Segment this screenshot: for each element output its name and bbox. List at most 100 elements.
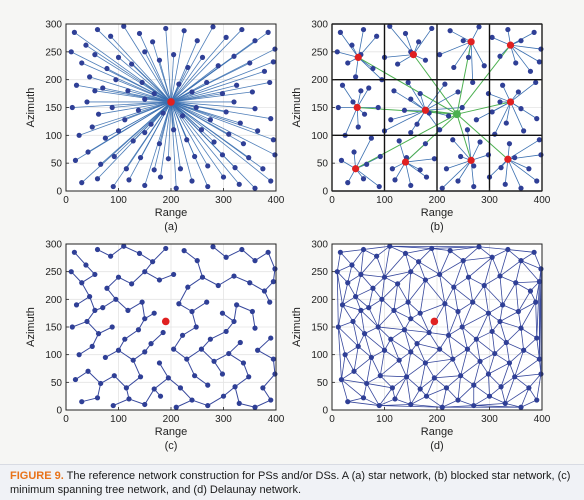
network-edge [390,329,405,340]
network-edge [76,84,172,103]
network-edge [342,304,361,311]
data-point [100,85,106,91]
data-point [252,106,258,112]
data-point [72,376,79,383]
network-edge [356,87,370,108]
network-edge [488,304,503,314]
network-edge [429,332,449,336]
network-edge [81,62,172,103]
data-point [366,305,372,311]
network-edge [476,331,493,340]
data-point [527,68,534,74]
data-point [451,64,457,71]
network-edge [170,57,203,103]
data-point [497,318,503,325]
data-point [518,258,524,264]
network-edge [535,302,538,339]
data-point [156,57,163,63]
network-edge [341,379,364,399]
network-edge [425,358,453,364]
network-edge [355,168,380,187]
reference-point [167,98,175,106]
data-point [179,332,186,338]
data-point [71,249,77,255]
network-edge [491,331,507,343]
network-edge [355,137,372,169]
data-point [234,82,240,88]
data-point [189,397,195,403]
network-edge [170,101,224,178]
data-point [240,141,247,147]
network-edge [488,353,496,375]
network-edge [384,246,391,278]
caption-text: The reference network construction for P… [10,470,571,496]
network-edge [397,283,409,303]
data-point [113,77,119,83]
data-point [123,166,129,172]
x-tick-label: 200 [429,195,446,206]
data-point [351,368,357,374]
network-edge [473,402,506,406]
network-edge [127,90,172,103]
data-point [417,90,423,97]
y-tick-label: 50 [51,159,63,170]
data-point [150,259,156,265]
network-edge [372,276,385,289]
data-point [125,307,131,313]
data-point [177,166,184,172]
caption-label: FIGURE 9. [10,470,64,482]
network-edge [517,311,522,329]
data-point [265,29,271,35]
reference-link [456,113,509,160]
network-edge [351,249,364,266]
y-tick-label: 300 [311,240,328,251]
data-point [387,23,393,29]
network-edge [499,249,509,277]
network-edge [87,370,101,384]
data-point [374,33,380,39]
network-edge [473,395,490,406]
data-point [361,111,368,117]
data-point [150,39,156,45]
data-point [512,374,518,380]
network-edge [113,375,127,389]
network-edge [416,343,440,350]
y-tick-label: 250 [311,47,328,58]
network-edge [170,101,276,156]
network-edge [419,312,430,333]
network-edge [92,101,172,128]
network-edge [448,334,468,350]
data-point [470,79,476,86]
network-edge [428,303,446,333]
network-edge [535,281,540,303]
reference-link [355,113,458,170]
network-edge [476,312,489,340]
data-point [261,288,268,294]
y-tick-label: 200 [45,75,62,86]
network-edge [453,260,464,288]
network-edge [416,332,430,344]
data-point [226,350,232,357]
data-point [408,129,414,136]
data-point [205,183,211,190]
data-point [489,109,495,115]
data-point [534,397,540,403]
network-edge [337,326,346,355]
data-point [534,116,540,122]
reference-link [425,109,458,115]
network-edge [160,101,172,178]
network-edge [213,353,229,362]
data-point [135,107,142,113]
data-point [402,30,409,37]
network-edge [352,321,365,334]
network-edge [504,376,516,404]
data-point [515,89,521,95]
y-tick-label: 50 [317,159,329,170]
network-edge [380,375,407,378]
data-point [486,393,493,399]
network-edge [499,275,516,284]
data-point [471,163,477,169]
data-point [503,339,509,346]
data-point [408,401,414,408]
data-point [503,120,509,126]
